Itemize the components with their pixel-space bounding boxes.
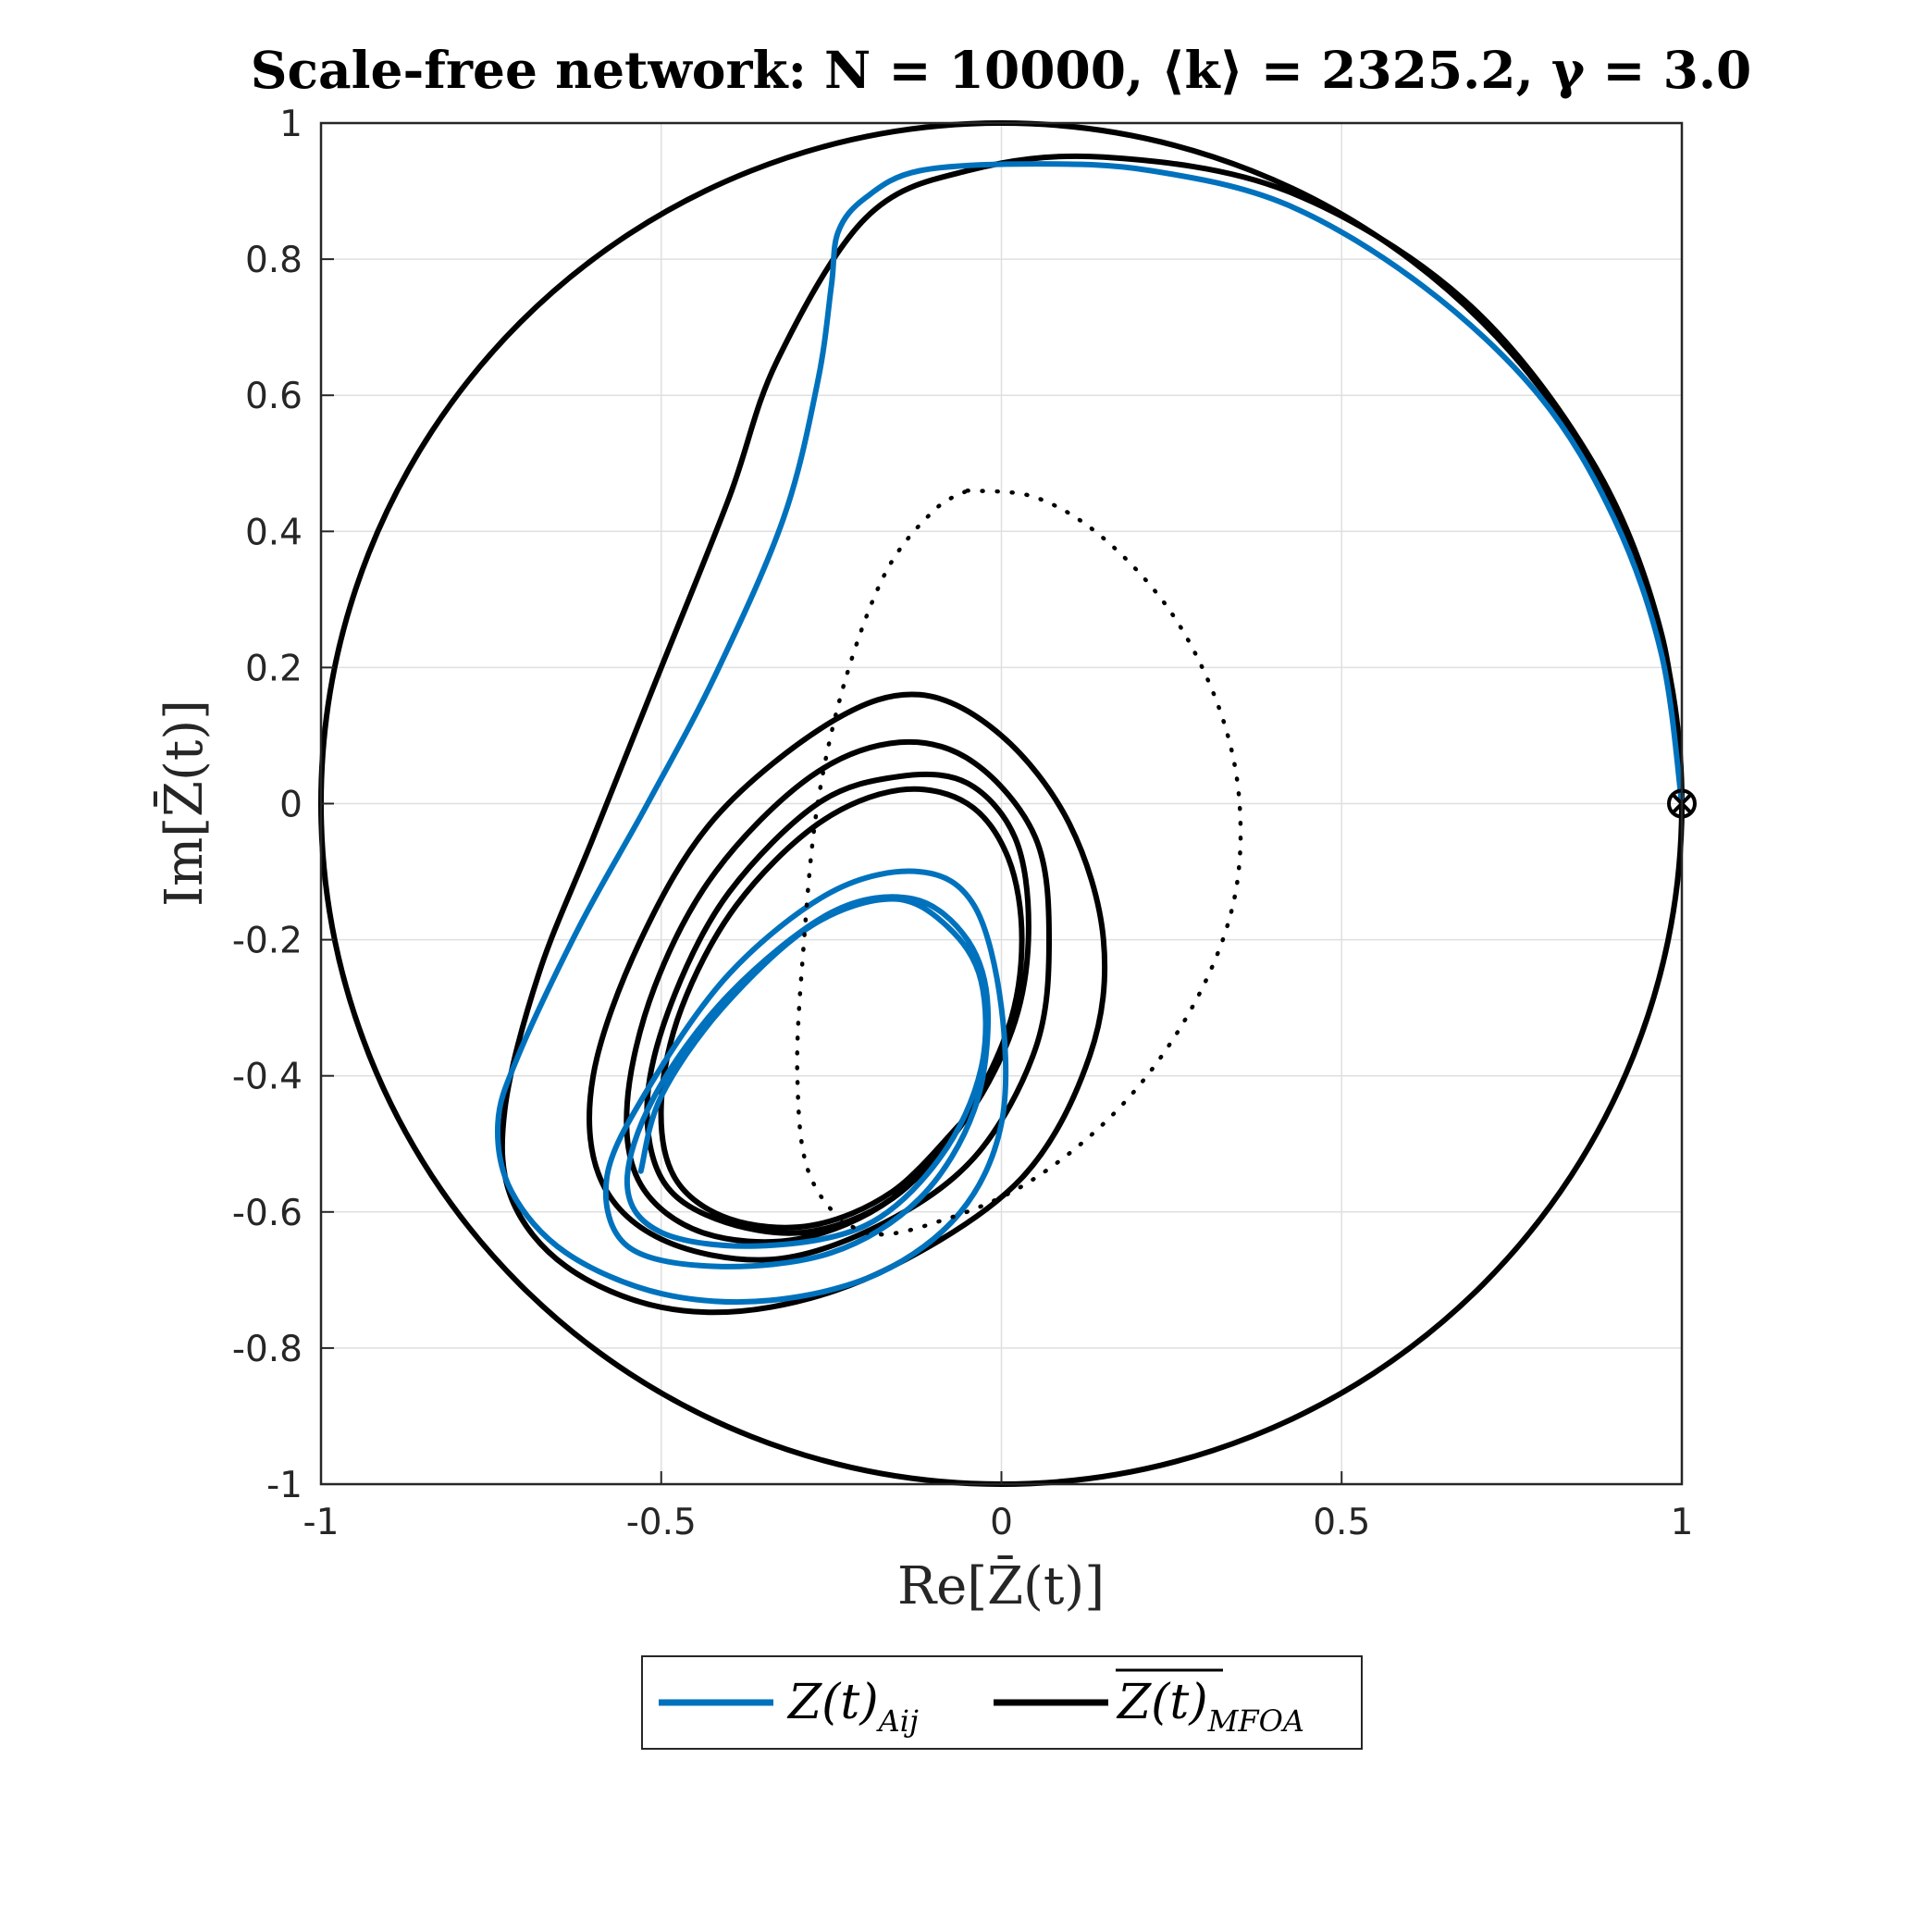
chart-title: Scale-free network: N = 10000, ⟨k⟩ = 232… <box>251 40 1752 100</box>
y-tick-label: 0.4 <box>245 512 303 553</box>
series-line-2 <box>795 488 1243 1237</box>
y-tick-label: 0 <box>279 785 303 826</box>
x-tick-label: 0.5 <box>1313 1502 1370 1543</box>
series-line-1 <box>499 153 1685 1316</box>
y-tick-label: -0.2 <box>232 921 303 962</box>
y-tick-label: 0.6 <box>245 376 303 417</box>
x-tick-label: 1 <box>1671 1502 1694 1543</box>
x-tick-label: -1 <box>303 1502 340 1543</box>
legend: Z(t)Aij Z(t)MFOA <box>641 1655 1363 1750</box>
y-tick-label: 1 <box>279 104 303 145</box>
y-tick-label: 0.2 <box>245 648 303 689</box>
tick-label-layer: -1 -0.5 0 0.5 1 1 0.8 0.6 0.4 0.2 0 -0.2 -0.4 -0.6 -0.… <box>232 104 1694 1543</box>
y-axis-label: Im[Z̄(t)] <box>153 700 215 907</box>
grid-layer <box>320 122 1683 1485</box>
series-layer <box>494 153 1697 1316</box>
series-line-0 <box>494 161 1685 1306</box>
y-tick-label: -1 <box>266 1465 303 1506</box>
legend-label-network: Z(t)Aij <box>786 1675 919 1739</box>
y-tick-label: -0.6 <box>232 1193 303 1234</box>
x-axis-label: Re[Z̄(t)] <box>897 1554 1105 1616</box>
x-tick-label: -0.5 <box>626 1502 697 1543</box>
y-tick-label: -0.8 <box>232 1329 303 1370</box>
y-tick-label: -0.4 <box>232 1057 303 1098</box>
y-tick-label: 0.8 <box>245 240 303 281</box>
x-tick-label: 0 <box>990 1502 1013 1543</box>
legend-label-mean-field: Z(t)MFOA <box>1116 1675 1304 1739</box>
